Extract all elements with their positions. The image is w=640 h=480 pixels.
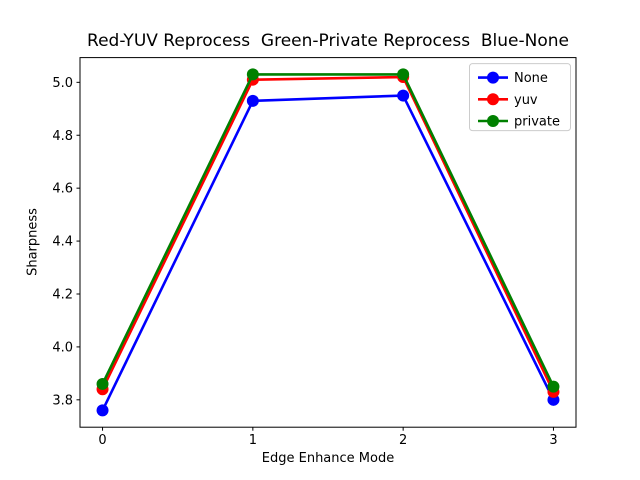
x-tick-label: 2	[399, 433, 407, 448]
legend-sample-marker	[487, 115, 499, 127]
series-line-none	[101, 94, 555, 411]
series-line-yuv	[101, 75, 555, 393]
series-marker-none	[397, 89, 410, 102]
legend-sample-marker	[487, 93, 499, 106]
legend-entry-label: None	[514, 71, 548, 86]
series-marker-private	[96, 377, 109, 390]
series-marker-none	[96, 404, 109, 417]
x-tick-label: 1	[249, 433, 257, 448]
axes-frame	[79, 57, 577, 428]
series-marker-private	[547, 380, 560, 393]
chart-title: Red-YUV Reprocess Green-Private Reproces…	[87, 31, 569, 51]
series-marker-none	[246, 94, 259, 107]
legend-entry-label: yuv	[514, 93, 538, 108]
y-tick-label: 4.2	[52, 287, 73, 302]
x-tick-label: 0	[98, 433, 106, 448]
x-axis-label: Edge Enhance Mode	[261, 451, 395, 466]
y-tick-label: 5.0	[52, 76, 73, 91]
legend-entry-label: private	[514, 115, 560, 130]
y-tick-label: 4.0	[52, 340, 73, 355]
legend-sample-marker	[487, 71, 499, 84]
x-tick-label: 3	[549, 433, 557, 448]
y-tick-label: 3.8	[52, 393, 73, 408]
series-line-private	[101, 73, 555, 388]
series-marker-private	[246, 68, 259, 81]
y-tick-label: 4.4	[52, 235, 73, 250]
y-tick-label: 4.6	[52, 182, 73, 197]
y-axis-label: Sharpness	[25, 208, 41, 276]
series-marker-private	[397, 68, 410, 81]
y-tick-label: 4.8	[52, 129, 73, 144]
